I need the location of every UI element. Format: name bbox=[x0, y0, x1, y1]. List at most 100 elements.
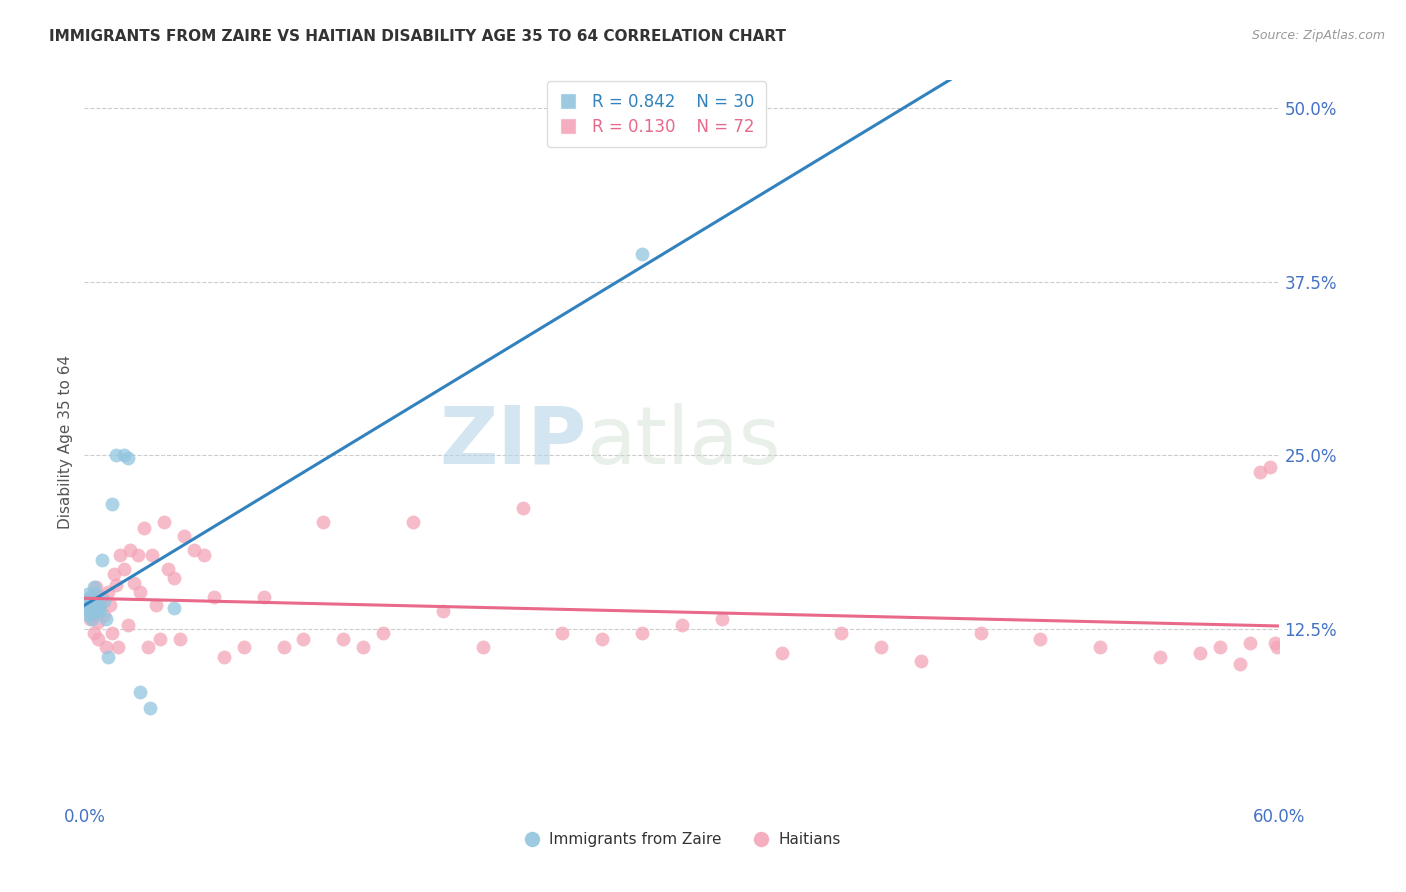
Point bbox=[79, 604, 101, 618]
Point bbox=[105, 449, 128, 463]
Point bbox=[86, 604, 108, 618]
Point bbox=[1264, 636, 1286, 650]
Point bbox=[139, 701, 162, 715]
Point bbox=[96, 640, 118, 655]
Point bbox=[86, 597, 108, 611]
Point bbox=[129, 584, 152, 599]
Point bbox=[1090, 640, 1112, 655]
Point bbox=[273, 640, 295, 655]
Point bbox=[127, 549, 149, 563]
Point bbox=[91, 590, 114, 604]
Point bbox=[110, 549, 132, 563]
Point bbox=[107, 640, 129, 655]
Point bbox=[136, 640, 159, 655]
Text: atlas: atlas bbox=[586, 402, 780, 481]
Point bbox=[770, 646, 793, 660]
Point bbox=[157, 562, 180, 576]
Point bbox=[163, 571, 186, 585]
Point bbox=[79, 590, 101, 604]
Point bbox=[86, 581, 108, 595]
Point bbox=[117, 618, 139, 632]
Point bbox=[312, 515, 335, 529]
Point bbox=[432, 604, 454, 618]
Point bbox=[75, 594, 97, 608]
Point bbox=[830, 626, 852, 640]
Point bbox=[82, 612, 104, 626]
Point bbox=[183, 542, 205, 557]
Point bbox=[149, 632, 172, 646]
Point bbox=[129, 684, 152, 698]
Point bbox=[105, 577, 128, 591]
Point bbox=[141, 549, 163, 563]
Text: Source: ZipAtlas.com: Source: ZipAtlas.com bbox=[1251, 29, 1385, 42]
Point bbox=[1188, 646, 1211, 660]
Point bbox=[83, 597, 105, 611]
Point bbox=[1267, 640, 1289, 655]
Point bbox=[1209, 640, 1232, 655]
Point bbox=[83, 601, 105, 615]
Point bbox=[75, 601, 97, 615]
Point bbox=[87, 632, 110, 646]
Y-axis label: Disability Age 35 to 64: Disability Age 35 to 64 bbox=[58, 354, 73, 529]
Point bbox=[77, 594, 100, 608]
Point bbox=[551, 626, 574, 640]
Point bbox=[86, 587, 108, 601]
Point bbox=[87, 601, 110, 615]
Point bbox=[153, 515, 176, 529]
Point bbox=[1149, 649, 1171, 664]
Point bbox=[77, 587, 100, 601]
Point bbox=[97, 649, 120, 664]
Point bbox=[93, 608, 115, 623]
Point bbox=[1229, 657, 1251, 671]
Point bbox=[332, 632, 354, 646]
Point bbox=[82, 590, 104, 604]
Point bbox=[122, 576, 145, 591]
Point bbox=[1258, 459, 1281, 474]
Point bbox=[232, 640, 254, 655]
Point bbox=[710, 612, 733, 626]
Point bbox=[471, 640, 494, 655]
Point bbox=[77, 608, 100, 623]
Point bbox=[1249, 465, 1271, 479]
Point bbox=[83, 581, 105, 595]
Point bbox=[112, 449, 135, 463]
Point bbox=[970, 626, 993, 640]
Point bbox=[132, 521, 156, 535]
Point bbox=[87, 599, 110, 613]
Point bbox=[512, 501, 534, 516]
Point bbox=[202, 590, 225, 604]
Point bbox=[169, 632, 191, 646]
Point bbox=[97, 584, 120, 599]
Point bbox=[212, 649, 235, 664]
Point bbox=[193, 549, 215, 563]
Point bbox=[671, 618, 693, 632]
Point bbox=[79, 599, 101, 613]
Point bbox=[173, 529, 195, 543]
Point bbox=[910, 654, 932, 668]
Point bbox=[91, 552, 114, 566]
Point bbox=[373, 626, 395, 640]
Point bbox=[163, 601, 186, 615]
Point bbox=[83, 608, 105, 623]
Point bbox=[1029, 632, 1052, 646]
Point bbox=[83, 626, 105, 640]
Text: IMMIGRANTS FROM ZAIRE VS HAITIAN DISABILITY AGE 35 TO 64 CORRELATION CHART: IMMIGRANTS FROM ZAIRE VS HAITIAN DISABIL… bbox=[49, 29, 786, 44]
Point bbox=[292, 632, 315, 646]
Point bbox=[352, 640, 374, 655]
Point bbox=[103, 566, 125, 581]
Point bbox=[96, 612, 118, 626]
Point bbox=[631, 626, 654, 640]
Point bbox=[253, 590, 276, 604]
Point bbox=[117, 451, 139, 466]
Point bbox=[112, 562, 135, 576]
Point bbox=[145, 599, 167, 613]
Point bbox=[89, 599, 111, 613]
Point bbox=[101, 626, 124, 640]
Point bbox=[1239, 636, 1261, 650]
Legend: Immigrants from Zaire, Haitians: Immigrants from Zaire, Haitians bbox=[517, 826, 846, 853]
Point bbox=[631, 247, 654, 261]
Point bbox=[870, 640, 893, 655]
Point bbox=[120, 542, 142, 557]
Point bbox=[87, 615, 110, 630]
Point bbox=[591, 632, 613, 646]
